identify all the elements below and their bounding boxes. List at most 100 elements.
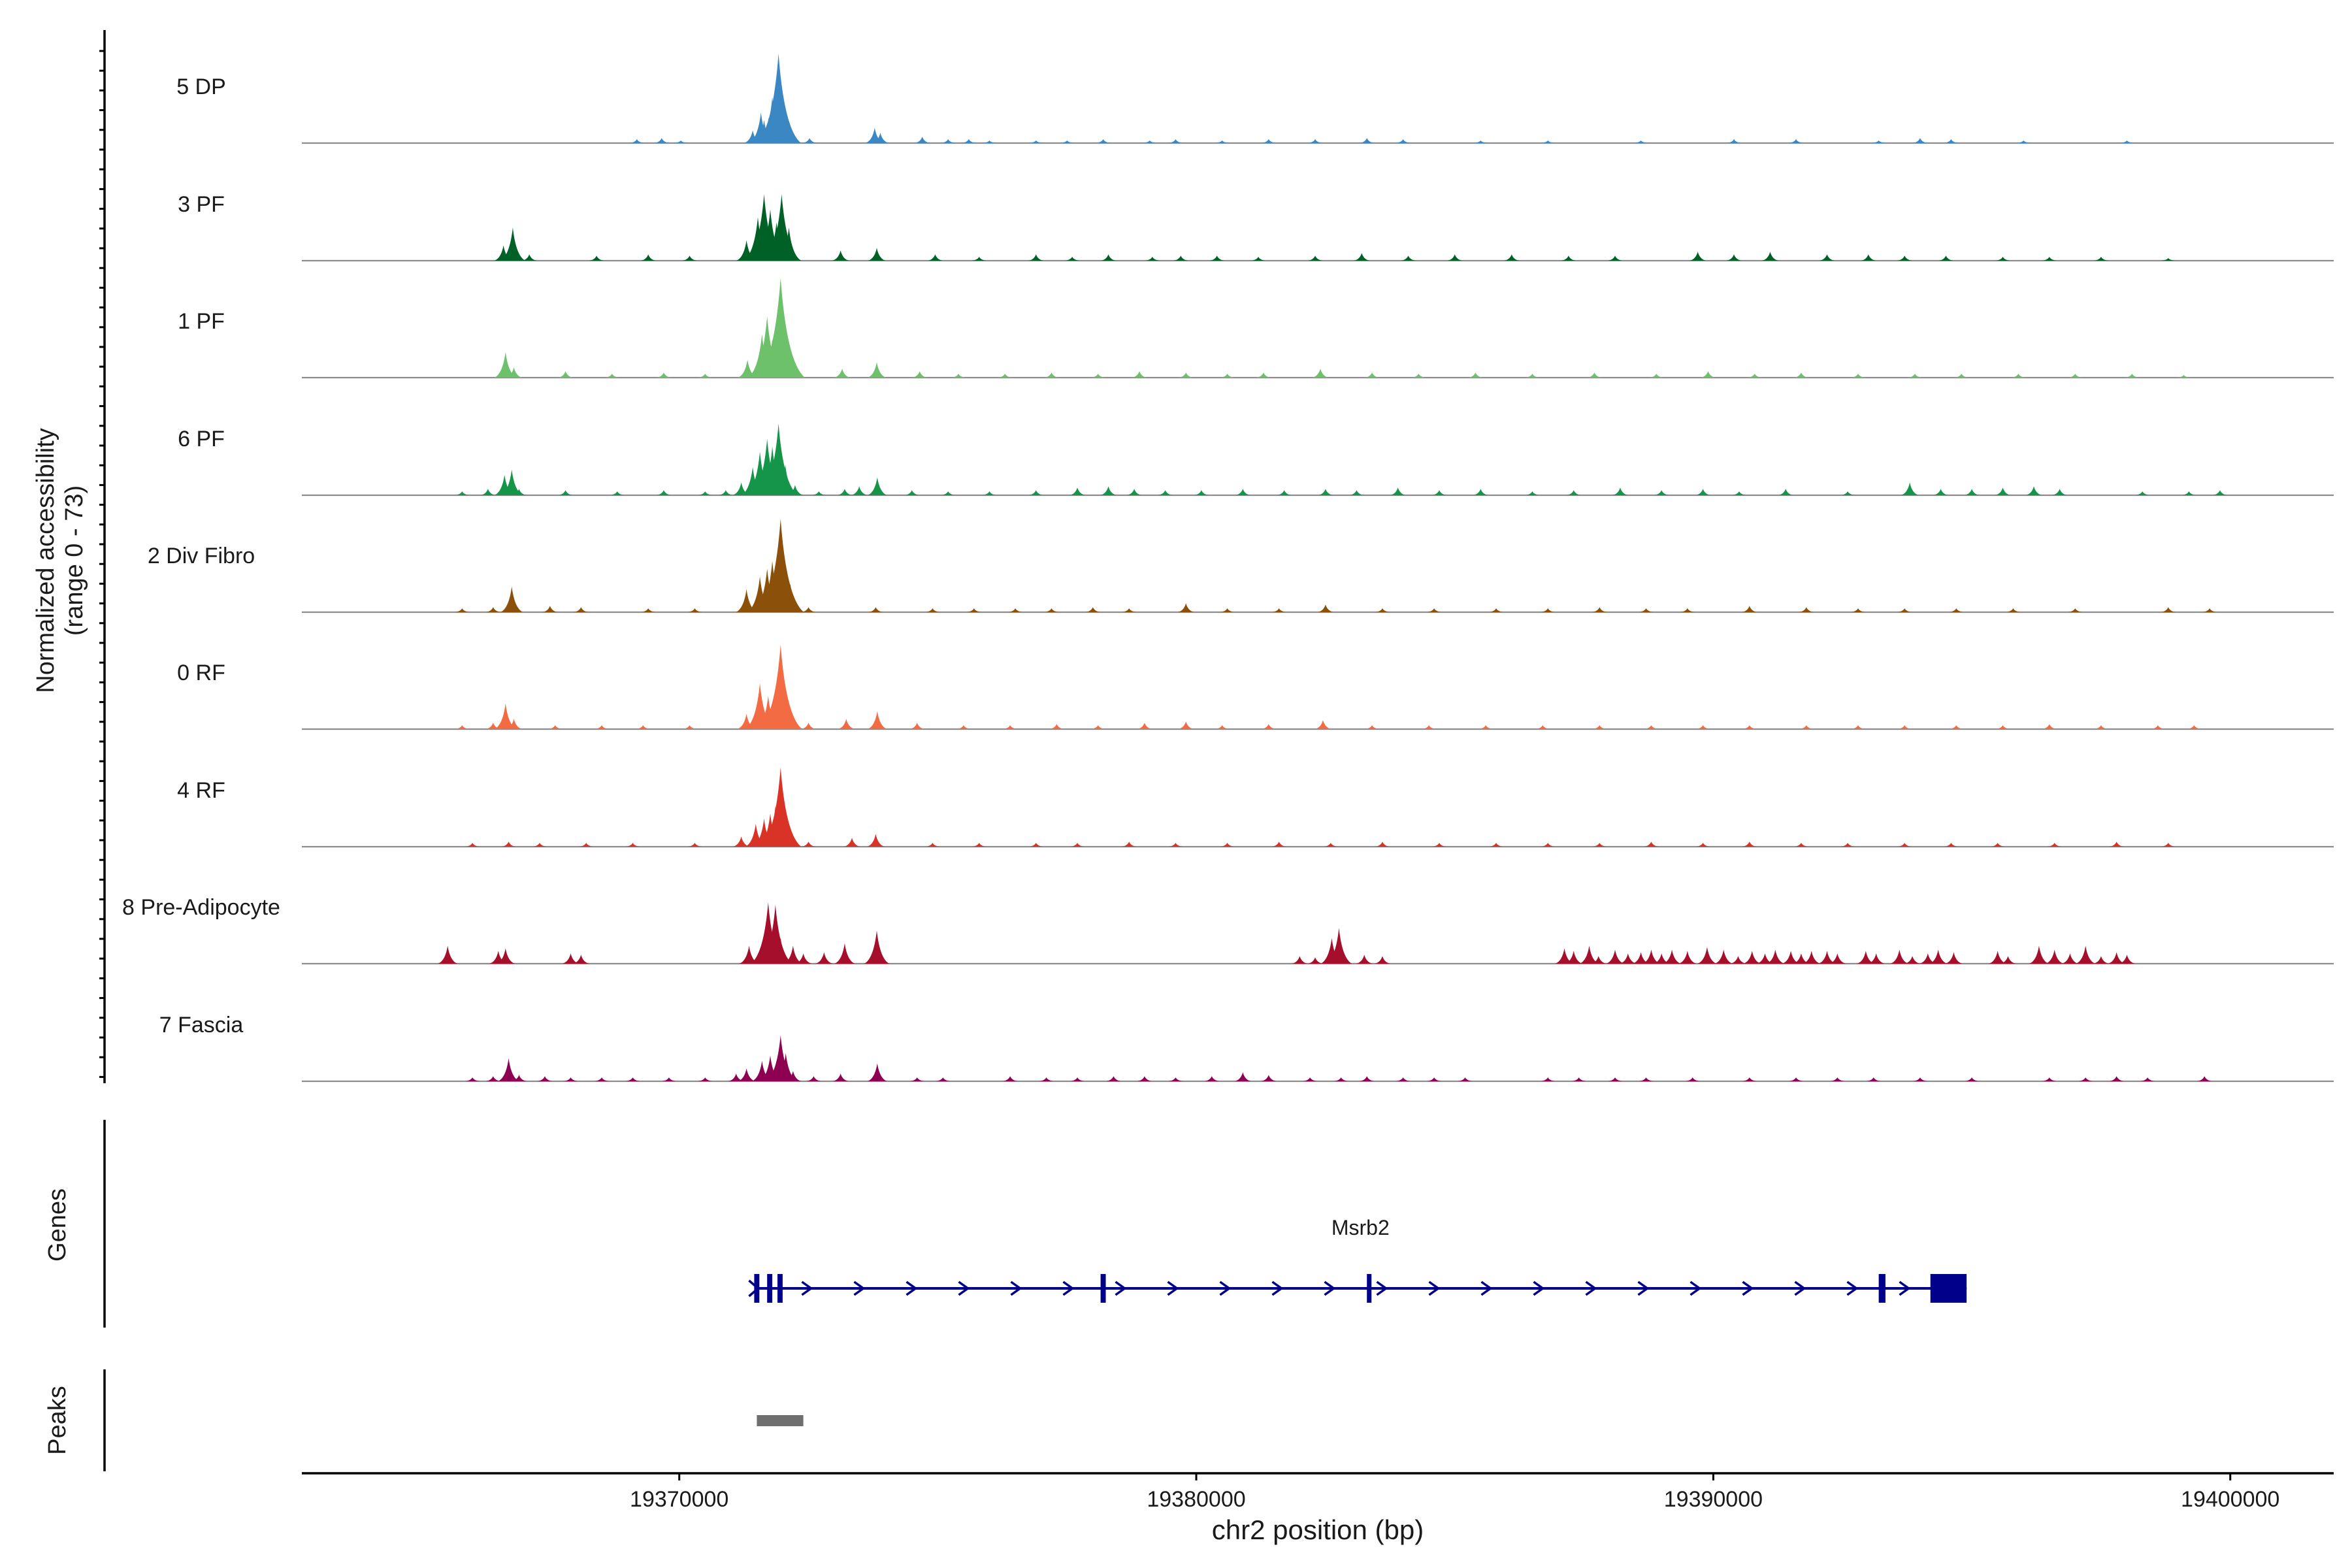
x-axis-ticks: 19370000 19380000 19390000 19400000	[630, 1473, 2279, 1512]
coverage-peak	[1008, 608, 1023, 612]
coverage-peak	[927, 254, 943, 261]
track-label: 0 RF	[177, 661, 225, 685]
coverage-peak	[1653, 953, 1670, 964]
coverage-peak	[1756, 953, 1774, 964]
strand-arrow-icon	[1480, 1281, 1493, 1296]
coverage-peak	[1908, 374, 1923, 378]
coverage-peak	[494, 245, 513, 261]
coverage-peak	[1587, 372, 1602, 378]
gene-exon	[754, 1274, 760, 1303]
coverage-peak	[843, 838, 860, 847]
coverage-peak	[2108, 952, 2125, 964]
coverage-peak	[1995, 725, 2010, 729]
coverage-peak	[763, 194, 800, 261]
coverage-peak	[1375, 841, 1390, 847]
coverage-peak	[2119, 955, 2135, 964]
coverage-peak	[1060, 140, 1074, 143]
coverage-peak	[1897, 725, 1912, 729]
coverage-peak	[2176, 375, 2191, 378]
coverage-peak	[1090, 725, 1105, 729]
coverage-peak	[1695, 843, 1710, 847]
coverage-peak	[500, 227, 525, 261]
coverage-peak	[1318, 489, 1333, 495]
coverage-peak	[815, 952, 833, 964]
coverage-peak	[766, 1035, 796, 1081]
coverage-peak	[1121, 841, 1137, 847]
peak-track	[757, 1415, 804, 1426]
coverage-peak	[1949, 725, 1964, 729]
coverage-peak	[1690, 252, 1707, 261]
coverage-peak	[759, 1055, 781, 1081]
coverage-peak	[2047, 843, 2062, 847]
coverage-peak	[1730, 956, 1746, 964]
coverage-peak	[1731, 491, 1746, 495]
coverage-peak	[1028, 843, 1043, 847]
coverage-peak	[494, 351, 517, 378]
strand-arrow-icon	[906, 1281, 918, 1296]
coverage-peak	[1590, 956, 1607, 964]
coverage-peak	[1320, 938, 1343, 964]
coverage-peak	[563, 1077, 578, 1081]
coverage-peak	[1422, 725, 1437, 729]
coverage-peak	[802, 138, 817, 143]
coverage-peak	[914, 137, 930, 143]
coverage-peak	[1473, 489, 1488, 495]
coverage-peak	[1374, 956, 1390, 964]
coverage-peak	[687, 843, 702, 847]
coverage-peak	[1912, 1077, 1927, 1081]
coverage-peak	[1220, 843, 1235, 847]
coverage-peak	[2006, 608, 2021, 612]
coverage-peak	[1929, 949, 1948, 964]
coverage-peak	[1173, 255, 1188, 261]
coverage-peak	[2093, 257, 2108, 261]
coverage-peak	[579, 843, 594, 847]
coverage-peak	[1793, 953, 1810, 964]
x-axis: 19370000 19380000 19390000 19400000	[302, 1472, 2334, 1512]
strand-arrow-icon	[1376, 1281, 1388, 1296]
coverage-peak	[759, 423, 798, 495]
coverage-peak	[2135, 491, 2150, 495]
coverage-peak	[498, 1058, 519, 1081]
coverage-peak	[1990, 843, 2005, 847]
coverage-peak	[2202, 608, 2217, 612]
coverage-peak	[1861, 254, 1876, 261]
coverage-peak	[625, 843, 640, 847]
coverage-peak	[868, 607, 883, 612]
coverage-peak	[1685, 1077, 1700, 1081]
coverage-peak	[1632, 952, 1650, 964]
coverage-peak	[594, 1077, 609, 1081]
coverage-peak	[1695, 489, 1711, 495]
coverage-peak	[774, 1053, 798, 1081]
coverage-peak	[755, 209, 786, 261]
track-8-pre-adipocyte: 8 Pre-Adipocyte	[122, 895, 2334, 965]
coverage-peak	[738, 359, 757, 378]
strand-arrow-icon	[1271, 1281, 1284, 1296]
coverage-peak	[640, 254, 656, 261]
coverage-peak	[1178, 721, 1194, 729]
coverage-peak	[2068, 608, 2083, 612]
coverage-peak	[1695, 725, 1710, 729]
coverage-peak	[1857, 951, 1875, 964]
coverage-peak	[1122, 608, 1137, 612]
coverage-peak	[562, 953, 580, 964]
coverage-peak	[1356, 955, 1373, 964]
coverage-peak	[455, 491, 470, 495]
coverage-peak	[1215, 140, 1230, 143]
coverage-peak	[1028, 490, 1044, 495]
coverage-peak	[743, 130, 762, 143]
coverage-peak	[1049, 724, 1064, 729]
coverage-peak	[1912, 138, 1928, 143]
coverage-peak	[629, 139, 644, 143]
track-2-div-fibro: 2 Div Fibro	[148, 519, 2334, 613]
coverage-tracks: 5 DP 3 PF 1 PF 6 PF 2 Div Fibro 0 RF 4 RF 8 Pre…	[122, 53, 2334, 1083]
gene-exon	[777, 1274, 783, 1303]
coverage-peak	[1489, 608, 1504, 612]
coverage-peak	[1145, 257, 1160, 261]
coverage-peak	[2045, 949, 2064, 964]
coverage-peak	[455, 608, 470, 612]
coverage-peak	[909, 723, 925, 729]
coverage-peak	[936, 1077, 951, 1081]
coverage-peak	[1039, 1077, 1054, 1081]
coverage-peak	[806, 1076, 821, 1081]
coverage-peak	[1639, 1077, 1654, 1081]
